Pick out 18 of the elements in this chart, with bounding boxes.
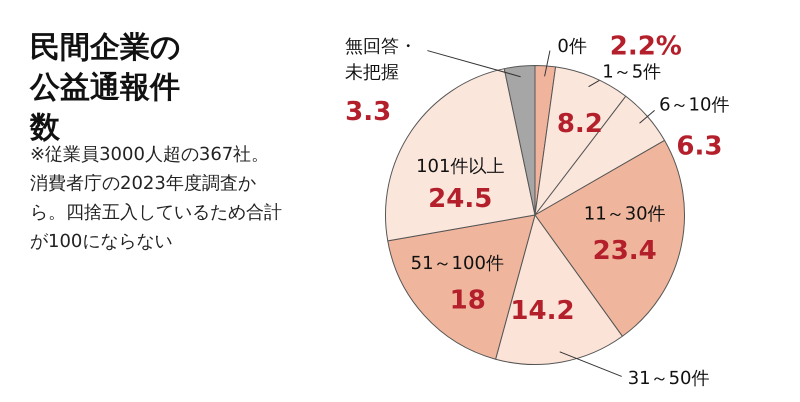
slice-label: 51～100件 [410,253,504,274]
slice-label: 6～10件 [659,94,730,116]
slice-label: 101件以上 [416,156,504,177]
data-label: 6.3 [676,131,722,162]
text: ※従業員3000人超の367社。消費者庁の2023年度調査から。四捨五入しているため合計が100にならない [30,143,283,254]
data-label: 23.4 [592,236,657,266]
data-label: 3.3 [345,97,392,128]
text: 民間企業の公益通報件数 [30,29,182,145]
slice-label: 1～5件 [602,62,662,83]
data-label: 14.2 [510,296,575,326]
data-label: 2.2% [610,31,682,62]
data-label: 18 [450,285,486,316]
data-label: 24.5 [428,184,492,214]
slice-label: 11～30件 [584,204,666,225]
slice-label: 無回答・未把握 [345,36,418,84]
data-label: 8.2 [556,109,603,140]
slice-label: 31～50件 [628,368,710,390]
slice-label: 0件 [557,36,587,58]
